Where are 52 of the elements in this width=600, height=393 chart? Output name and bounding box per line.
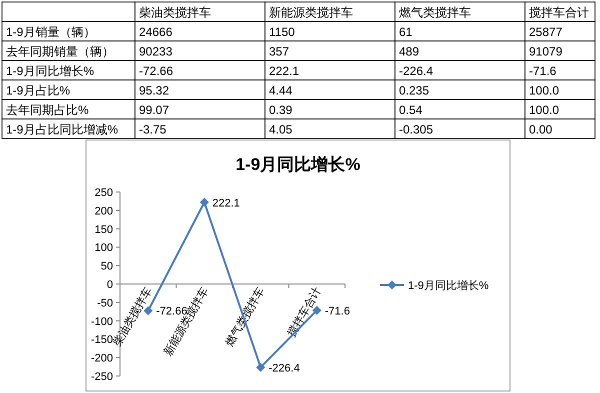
text: 24666 <box>139 24 172 39</box>
text: -72.66 <box>139 64 174 78</box>
category-label: 1-9月占比% <box>6 83 70 98</box>
data-label: -226.4 <box>268 362 300 374</box>
y-tick-label: -100 <box>90 316 113 328</box>
category-label: 搅拌车合计 <box>529 5 589 20</box>
text: -226.4 <box>399 64 434 78</box>
text: 4.05 <box>269 122 292 136</box>
text: 489 <box>399 44 420 58</box>
text: 100.0 <box>529 83 560 98</box>
text: 1150 <box>269 24 295 39</box>
text: -0.305 <box>399 122 434 136</box>
text: -3.75 <box>139 122 166 136</box>
chart-title: 1-9月同比增长% <box>236 155 360 174</box>
text: 95.32 <box>139 83 170 98</box>
text: 90233 <box>139 44 172 58</box>
data-label: 222.1 <box>212 197 240 210</box>
text: 25877 <box>529 24 562 39</box>
data-label: -71.6 <box>324 305 350 318</box>
y-tick-label: -200 <box>90 352 113 365</box>
text: 99.07 <box>139 102 170 117</box>
text: 222.1 <box>269 64 300 78</box>
category-label: 1-9月同比增长% <box>6 64 94 78</box>
category-label: 新能源类搅拌车 <box>269 5 353 20</box>
text: 0.00 <box>529 122 552 136</box>
category-label: 燃气类搅拌车 <box>399 5 471 20</box>
y-tick-label: 200 <box>94 205 113 218</box>
y-tick-label: 150 <box>94 224 113 236</box>
y-tick-label: -50 <box>97 297 113 310</box>
y-tick-label: -150 <box>90 334 113 346</box>
text: -71.6 <box>529 64 556 78</box>
category-label: 1-9月占比同比增减% <box>6 122 118 136</box>
point <box>256 362 266 372</box>
text: 61 <box>399 24 412 39</box>
text: 357 <box>269 44 290 58</box>
category-label: 去年同期销量（辆） <box>6 44 114 58</box>
category-label: 柴油类搅拌车 <box>139 5 211 20</box>
legend-label: 1-9月同比增长% <box>408 279 489 292</box>
y-tick-label: 100 <box>94 242 113 254</box>
text: 4.44 <box>269 83 292 98</box>
y-tick-label: -250 <box>90 371 113 383</box>
y-tick-label: 250 <box>94 187 113 199</box>
category-label: 去年同期占比% <box>6 102 89 117</box>
text: 91079 <box>529 44 562 58</box>
text: 0.39 <box>269 102 292 117</box>
category-label: 1-9月销量（辆） <box>6 24 96 39</box>
y-tick-label: 50 <box>100 260 113 273</box>
text: 0.235 <box>399 83 430 98</box>
point <box>200 198 209 207</box>
y-tick-label: 0 <box>106 279 113 291</box>
text: 100.0 <box>529 102 560 117</box>
text: 0.54 <box>399 102 422 117</box>
